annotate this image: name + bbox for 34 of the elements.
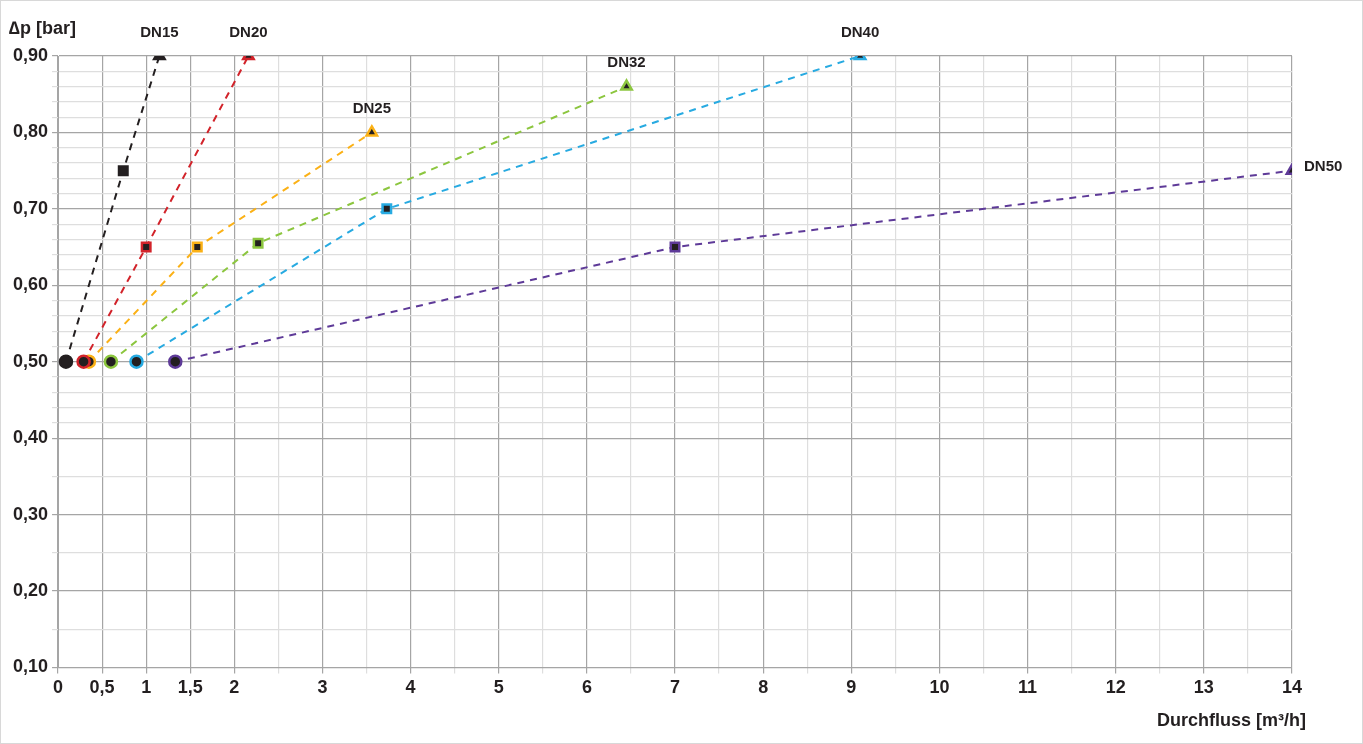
y-tick-label: 0,10 bbox=[12, 656, 49, 677]
x-tick-label: 11 bbox=[1018, 677, 1038, 698]
x-tick-label: 10 bbox=[929, 677, 950, 698]
y-tick-label: 0,20 bbox=[12, 579, 49, 600]
series-label: DN20 bbox=[229, 22, 268, 40]
y-tick-label: 0,30 bbox=[12, 503, 49, 524]
y-tick-label: 0,90 bbox=[12, 44, 49, 65]
x-tick-label: 1,5 bbox=[177, 677, 203, 698]
x-tick-label: 13 bbox=[1193, 677, 1214, 698]
x-axis-title: Durchfluss [m³/h] bbox=[1156, 709, 1306, 730]
x-tick-label: 2 bbox=[229, 677, 240, 698]
x-tick-label: 1 bbox=[141, 677, 152, 698]
series-label: DN40 bbox=[840, 22, 880, 40]
x-tick-label: 5 bbox=[493, 677, 504, 698]
x-tick-label: 14 bbox=[1281, 677, 1303, 698]
x-tick-label: 3 bbox=[317, 677, 328, 698]
series-label: DN15 bbox=[140, 22, 179, 40]
x-tick-label: 12 bbox=[1105, 677, 1126, 698]
y-tick-label: 0,60 bbox=[12, 274, 49, 295]
x-tick-label: 6 bbox=[581, 677, 592, 698]
x-tick-label: 7 bbox=[670, 677, 681, 698]
series-label: DN25 bbox=[352, 99, 391, 117]
x-tick-label: 9 bbox=[846, 677, 857, 698]
series-label: DN32 bbox=[607, 53, 646, 71]
series-label: DN50 bbox=[1304, 156, 1343, 174]
x-tick-label: 4 bbox=[405, 677, 416, 698]
x-tick-label: 8 bbox=[758, 677, 769, 698]
x-tick-label: 0,5 bbox=[89, 677, 115, 698]
y-tick-label: 0,80 bbox=[12, 121, 49, 142]
y-tick-label: 0,50 bbox=[12, 350, 49, 371]
y-tick-label: 0,70 bbox=[12, 197, 49, 218]
x-tick-label: 0 bbox=[53, 677, 64, 698]
y-axis-title: ∆p [bar] bbox=[9, 17, 77, 38]
y-tick-label: 0,40 bbox=[12, 427, 49, 448]
